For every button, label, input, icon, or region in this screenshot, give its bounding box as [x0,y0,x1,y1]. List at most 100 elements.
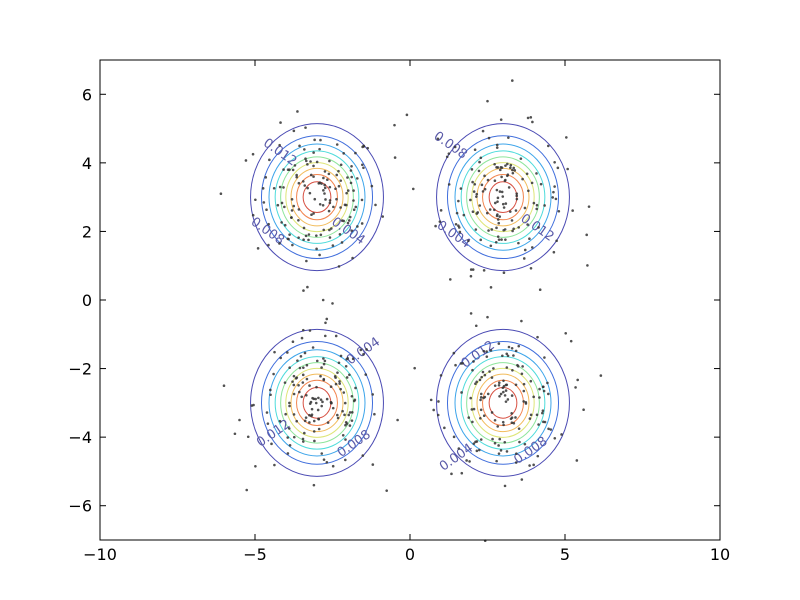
scatter-point [515,192,519,195]
scatter-point [276,203,280,207]
scatter-point [365,348,368,351]
scatter-point [309,400,313,404]
scatter-point [298,366,302,370]
scatter-point [538,387,541,391]
scatter-point [310,407,314,411]
scatter-point [525,172,529,176]
scatter-point [454,222,458,226]
scatter-point [553,160,556,164]
scatter-point [476,211,480,214]
scatter-point [557,209,561,213]
scatter-point [300,395,304,399]
scatter-point [496,235,500,238]
contour-line [260,135,374,260]
contour-line [260,340,374,465]
scatter-point [511,168,514,172]
scatter-point [511,368,514,372]
scatter-point [350,419,354,422]
scatter-point [507,136,510,139]
scatter-point [328,199,332,202]
scatter-point [477,169,481,173]
scatter-point [475,195,478,198]
scatter-point [560,433,563,436]
scatter-point [481,129,485,133]
x-tick-label: −10 [83,545,117,564]
scatter-point [344,458,347,462]
scatter-point [348,215,352,219]
scatter-point [296,359,299,362]
scatter-point [385,489,388,492]
scatter-point [504,383,508,387]
scatter-point [282,186,285,189]
scatter-point [329,401,333,405]
scatter-point [272,372,275,376]
scatter-point [460,471,464,475]
y-tick-label: 2 [82,222,92,241]
scatter-point [521,177,524,181]
scatter-point [337,361,341,365]
scatter-point [361,163,364,167]
scatter-point [313,197,317,201]
scatter-point [269,393,272,397]
scatter-point [497,238,501,241]
scatter-point [297,218,300,222]
scatter-point [455,211,459,215]
scatter-point [344,438,347,441]
scatter-point [475,440,479,443]
scatter-point [339,163,343,167]
scatter-point [350,229,353,232]
contour-line [290,167,344,227]
scatter-point [555,239,558,243]
scatter-point [493,384,497,387]
scatter-point [501,354,504,358]
scatter-point [244,159,248,162]
scatter-point [331,464,335,468]
scatter-point [350,411,354,414]
scatter-point [286,452,290,455]
scatter-point [452,435,456,439]
scatter-point [413,366,416,370]
scatter-point [405,113,409,117]
scatter-point [510,219,514,222]
scatter-point [530,181,534,185]
scatter-point [322,378,326,382]
scatter-point [469,198,472,202]
scatter-point [342,391,346,394]
scatter-point [318,203,322,206]
contour-line [274,150,360,244]
scatter-point [288,366,291,369]
scatter-point [267,243,270,247]
scatter-point [517,427,521,430]
scatter-point [512,354,515,357]
scatter-point [449,278,452,281]
scatter-point [437,400,440,403]
scatter-point [338,382,341,385]
scatter-point [473,183,477,186]
scatter-point [291,243,294,247]
scatter-point [523,248,527,252]
scatter-point [347,219,351,222]
scatter-point [487,229,490,232]
scatter-point [393,123,396,127]
scatter-point [485,350,488,353]
scatter-point [514,461,518,464]
scatter-point [290,197,294,201]
scatter-point [304,159,308,163]
scatter-point [246,435,250,439]
scatter-point [475,380,479,384]
scatter-point [268,158,271,162]
contour-line [280,156,354,238]
scatter-point [251,152,255,156]
scatter-point [489,349,493,352]
scatter-point [347,413,351,417]
scatter-point [445,155,449,159]
scatter-point [343,413,346,417]
scatter-point [460,391,463,394]
scatter-point [499,168,502,172]
scatter-point [478,204,482,207]
scatter-point [349,169,353,172]
scatter-point [565,136,568,139]
scatter-point [313,138,316,142]
scatter-point [507,186,511,189]
